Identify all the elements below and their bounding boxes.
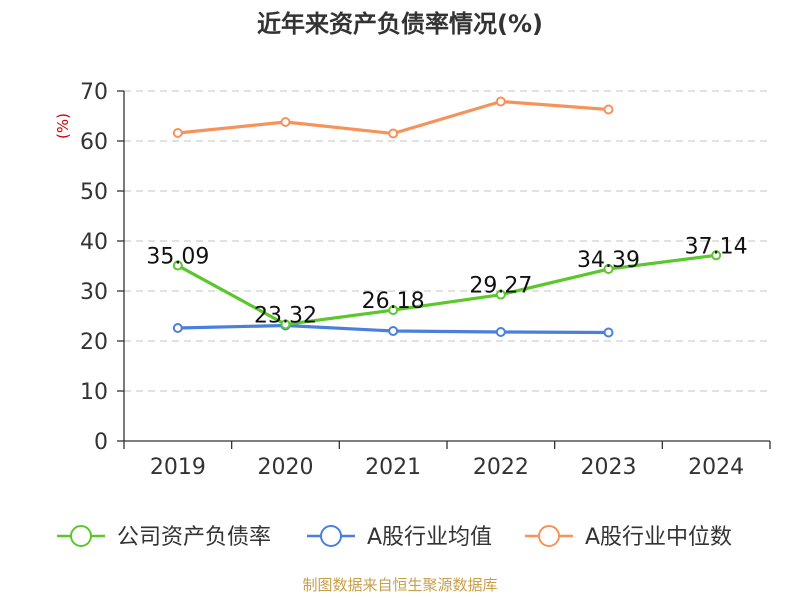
y-tick-label: 20 <box>80 330 108 355</box>
axes: 0 10 20 30 40 50 60 70 2019 2020 2021 2022 2023 2024 <box>80 80 771 480</box>
data-point <box>172 260 183 271</box>
data-point <box>172 128 183 138</box>
data-point <box>388 128 399 139</box>
data-point <box>280 117 291 127</box>
legend-marker <box>320 525 342 547</box>
data-point <box>603 104 614 115</box>
legend-item[interactable]: A股行业均值 <box>307 525 492 550</box>
chart-title: 近年来资产负债率情况(%) <box>257 10 543 38</box>
legend[interactable]: 公司资产负债率 A股行业均值 A股行业中位数 <box>57 525 732 550</box>
y-tick-label: 0 <box>94 430 108 455</box>
legend-item[interactable]: A股行业中位数 <box>525 525 732 550</box>
data-label: 37.14 <box>685 234 748 259</box>
y-tick-label: 30 <box>80 280 108 305</box>
legend-marker <box>70 525 92 547</box>
y-tick-label: 40 <box>80 230 108 255</box>
source-note: 制图数据来自恒生聚源数据库 <box>302 576 497 594</box>
data-point <box>172 323 183 333</box>
legend-marker <box>538 525 560 547</box>
legend-item[interactable]: 公司资产负债率 <box>57 525 271 550</box>
y-tick-label: 60 <box>80 130 108 155</box>
data-point <box>603 264 614 275</box>
data-point <box>388 326 399 336</box>
data-label: 35.09 <box>146 245 209 270</box>
data-label: 34.39 <box>577 248 640 273</box>
data-label: 23.32 <box>254 303 317 328</box>
x-tick-label: 2021 <box>365 455 421 480</box>
legend-label: A股行业均值 <box>367 525 492 550</box>
grid-lines <box>124 90 770 392</box>
x-tick-label: 2020 <box>258 455 314 480</box>
x-tick-label: 2023 <box>581 455 637 480</box>
y-tick-label: 50 <box>80 180 108 205</box>
data-point <box>495 327 506 337</box>
data-labels: 35.09 23.32 26.18 29.27 34.39 37.14 <box>146 234 747 328</box>
x-tick-label: 2024 <box>688 455 744 480</box>
y-tick-label: 10 <box>80 380 108 405</box>
x-tick-label: 2019 <box>150 455 206 480</box>
series-line <box>176 253 718 326</box>
data-label: 26.18 <box>362 289 425 314</box>
y-tick-label: 70 <box>80 80 108 105</box>
y-axis-label: (%) <box>54 113 72 139</box>
data-label: 29.27 <box>469 274 532 299</box>
data-point <box>711 250 722 261</box>
x-tick-label: 2022 <box>473 455 529 480</box>
data-point <box>280 319 291 330</box>
legend-label: A股行业中位数 <box>585 525 732 550</box>
legend-label: 公司资产负债率 <box>117 525 271 550</box>
data-point <box>495 289 506 300</box>
series-lines <box>172 96 722 338</box>
data-point <box>603 327 614 338</box>
data-point <box>495 96 506 107</box>
data-point <box>388 305 399 316</box>
